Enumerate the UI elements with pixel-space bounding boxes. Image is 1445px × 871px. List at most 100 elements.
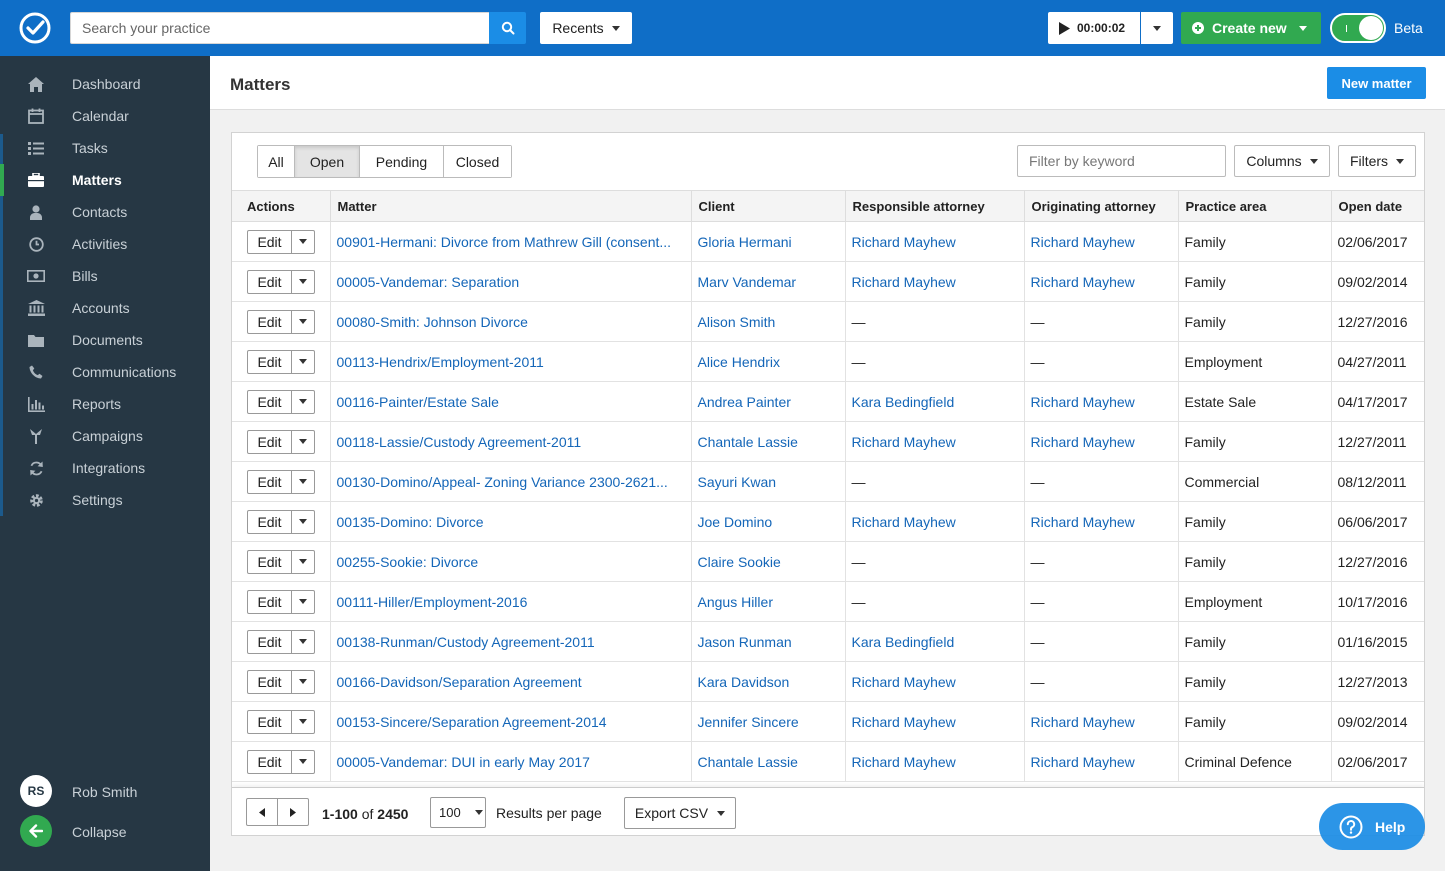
edit-button[interactable]: Edit — [248, 350, 292, 373]
new-matter-button[interactable]: New matter — [1327, 67, 1426, 99]
row-actions-dropdown[interactable] — [292, 231, 314, 253]
tab-pending[interactable]: Pending — [360, 146, 444, 177]
sidebar-item-bills[interactable]: Bills — [0, 260, 210, 292]
sidebar-item-documents[interactable]: Documents — [0, 324, 210, 356]
edit-button[interactable]: Edit — [248, 430, 292, 453]
search-input[interactable] — [70, 12, 490, 44]
responsible-attorney-link[interactable]: Richard Mayhew — [851, 753, 956, 770]
column-header-responsible-attorney[interactable]: Responsible attorney — [844, 190, 1024, 222]
responsible-attorney-link[interactable]: Richard Mayhew — [851, 233, 956, 250]
tab-open[interactable]: Open — [295, 146, 360, 177]
prev-page-button[interactable] — [246, 798, 278, 826]
sidebar-item-matters[interactable]: Matters — [0, 164, 210, 196]
row-actions-dropdown[interactable] — [292, 511, 314, 533]
sidebar-item-calendar[interactable]: Calendar — [0, 100, 210, 132]
column-header-actions[interactable]: Actions — [232, 190, 330, 222]
row-actions-dropdown[interactable] — [292, 391, 314, 413]
matter-link[interactable]: 00153-Sincere/Separation Agreement-2014 — [336, 713, 607, 730]
row-actions-dropdown[interactable] — [292, 751, 314, 773]
matter-link[interactable]: 00113-Hendrix/Employment-2011 — [336, 353, 544, 370]
sidebar-item-settings[interactable]: Settings — [0, 484, 210, 516]
sidebar-item-communications[interactable]: Communications — [0, 356, 210, 388]
responsible-attorney-link[interactable]: Richard Mayhew — [851, 713, 956, 730]
per-page-select[interactable]: 100 — [430, 797, 486, 828]
originating-attorney-link[interactable]: Richard Mayhew — [1030, 233, 1135, 250]
edit-button[interactable]: Edit — [248, 510, 292, 533]
responsible-attorney-link[interactable]: Richard Mayhew — [851, 273, 956, 290]
timer-dropdown-button[interactable] — [1141, 12, 1173, 44]
edit-button[interactable]: Edit — [248, 670, 292, 693]
keyword-filter-input[interactable] — [1017, 145, 1226, 177]
sidebar-item-reports[interactable]: Reports — [0, 388, 210, 420]
tab-all[interactable]: All — [258, 146, 295, 177]
collapse-label[interactable]: Collapse — [72, 824, 127, 840]
column-header-matter[interactable]: Matter — [329, 190, 691, 222]
matter-link[interactable]: 00005-Vandemar: DUI in early May 2017 — [336, 753, 590, 770]
client-link[interactable]: Jennifer Sincere — [697, 713, 799, 730]
row-actions-dropdown[interactable] — [292, 471, 314, 493]
client-link[interactable]: Chantale Lassie — [697, 433, 798, 450]
columns-dropdown[interactable]: Columns — [1234, 145, 1330, 177]
matter-link[interactable]: 00166-Davidson/Separation Agreement — [336, 673, 582, 690]
sidebar-item-accounts[interactable]: Accounts — [0, 292, 210, 324]
matter-link[interactable]: 00005-Vandemar: Separation — [336, 273, 520, 290]
edit-button[interactable]: Edit — [248, 310, 292, 333]
next-page-button[interactable] — [277, 798, 309, 826]
collapse-button[interactable] — [20, 815, 52, 847]
matter-link[interactable]: 00901-Hermani: Divorce from Mathrew Gill… — [336, 233, 672, 250]
originating-attorney-link[interactable]: Richard Mayhew — [1030, 753, 1135, 770]
recents-dropdown[interactable]: Recents — [540, 12, 632, 44]
client-link[interactable]: Alice Hendrix — [697, 353, 780, 370]
edit-button[interactable]: Edit — [248, 550, 292, 573]
client-link[interactable]: Andrea Painter — [697, 393, 791, 410]
column-header-originating-attorney[interactable]: Originating attorney — [1023, 190, 1178, 222]
edit-button[interactable]: Edit — [248, 470, 292, 493]
tab-closed[interactable]: Closed — [444, 146, 511, 177]
column-header-practice-area[interactable]: Practice area — [1177, 190, 1331, 222]
row-actions-dropdown[interactable] — [292, 551, 314, 573]
row-actions-dropdown[interactable] — [292, 271, 314, 293]
responsible-attorney-link[interactable]: Richard Mayhew — [851, 513, 956, 530]
client-link[interactable]: Jason Runman — [697, 633, 792, 650]
export-csv-button[interactable]: Export CSV — [624, 797, 736, 829]
avatar[interactable]: RS — [20, 775, 52, 807]
row-actions-dropdown[interactable] — [292, 431, 314, 453]
edit-button[interactable]: Edit — [248, 630, 292, 653]
column-header-open-date[interactable]: Open date — [1330, 190, 1424, 222]
responsible-attorney-link[interactable]: Kara Bedingfield — [851, 393, 955, 410]
row-actions-dropdown[interactable] — [292, 711, 314, 733]
originating-attorney-link[interactable]: Richard Mayhew — [1030, 273, 1135, 290]
originating-attorney-link[interactable]: Richard Mayhew — [1030, 393, 1135, 410]
beta-toggle[interactable] — [1330, 13, 1386, 43]
responsible-attorney-link[interactable]: Kara Bedingfield — [851, 633, 955, 650]
client-link[interactable]: Claire Sookie — [697, 553, 781, 570]
client-link[interactable]: Angus Hiller — [697, 593, 773, 610]
timer-button[interactable]: 00:00:02 — [1048, 12, 1140, 44]
responsible-attorney-link[interactable]: Richard Mayhew — [851, 433, 956, 450]
edit-button[interactable]: Edit — [248, 390, 292, 413]
edit-button[interactable]: Edit — [248, 750, 292, 773]
client-link[interactable]: Gloria Hermani — [697, 233, 792, 250]
edit-button[interactable]: Edit — [248, 590, 292, 613]
row-actions-dropdown[interactable] — [292, 591, 314, 613]
sidebar-item-tasks[interactable]: Tasks — [0, 132, 210, 164]
edit-button[interactable]: Edit — [248, 710, 292, 733]
sidebar-item-activities[interactable]: Activities — [0, 228, 210, 260]
search-button[interactable] — [489, 12, 526, 44]
create-new-button[interactable]: Create new — [1181, 12, 1321, 44]
client-link[interactable]: Joe Domino — [697, 513, 773, 530]
sidebar-item-integrations[interactable]: Integrations — [0, 452, 210, 484]
column-header-client[interactable]: Client — [690, 190, 845, 222]
client-link[interactable]: Marv Vandemar — [697, 273, 797, 290]
matter-link[interactable]: 00255-Sookie: Divorce — [336, 553, 479, 570]
matter-link[interactable]: 00118-Lassie/Custody Agreement-2011 — [336, 433, 582, 450]
client-link[interactable]: Chantale Lassie — [697, 753, 798, 770]
responsible-attorney-link[interactable]: Richard Mayhew — [851, 673, 956, 690]
matter-link[interactable]: 00111-Hiller/Employment-2016 — [336, 593, 528, 610]
originating-attorney-link[interactable]: Richard Mayhew — [1030, 433, 1135, 450]
matter-link[interactable]: 00080-Smith: Johnson Divorce — [336, 313, 528, 330]
row-actions-dropdown[interactable] — [292, 351, 314, 373]
matter-link[interactable]: 00116-Painter/Estate Sale — [336, 393, 499, 410]
matter-link[interactable]: 00135-Domino: Divorce — [336, 513, 484, 530]
matter-link[interactable]: 00130-Domino/Appeal- Zoning Variance 230… — [336, 473, 668, 490]
